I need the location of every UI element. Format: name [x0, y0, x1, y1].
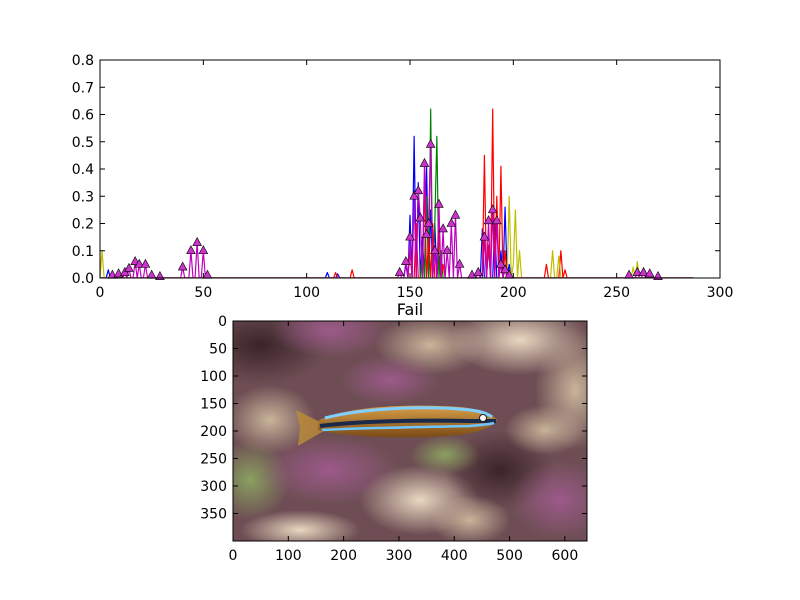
- fish: [296, 405, 497, 446]
- image-y-tick-label: 0: [218, 314, 227, 330]
- data-point-marker: [638, 266, 649, 276]
- y-tick-label: 0.3: [72, 189, 94, 205]
- spectrum-plot: 0 50 100 150 200 250 300 0.0 0.1 0.2 0.3 0.4 0.5 0.6…: [72, 53, 734, 301]
- data-point-marker: [192, 236, 202, 246]
- data-point-marker: [198, 245, 209, 255]
- data-point-marker: [438, 223, 448, 233]
- data-point-marker: [491, 215, 502, 225]
- y-tick-label: 0.0: [72, 271, 94, 287]
- image-y-tick-label: 350: [200, 507, 227, 523]
- x-tick-label: 50: [194, 285, 212, 301]
- y-tick-label: 0.2: [72, 217, 94, 233]
- data-point-marker: [632, 266, 643, 276]
- x-tick-label: 100: [293, 285, 320, 301]
- series-layer: [100, 108, 694, 278]
- data-point-marker: [124, 262, 134, 272]
- image-panel: Fail: [200, 300, 588, 564]
- image-x-tick-label: 300: [386, 548, 413, 564]
- data-point-marker: [487, 204, 498, 214]
- data-point-marker: [450, 209, 461, 219]
- data-point-marker: [425, 138, 436, 148]
- data-point-marker: [454, 258, 465, 268]
- data-point-marker: [423, 217, 434, 227]
- image-y-tick-label: 150: [200, 397, 227, 413]
- data-point-marker: [496, 258, 506, 268]
- fish-mid-stripe: [319, 418, 496, 428]
- marker-layer: [107, 138, 663, 280]
- x-tick-label: 150: [397, 285, 424, 301]
- image-x-tick-label: 600: [552, 548, 579, 564]
- data-point-marker: [409, 190, 419, 200]
- image-x-tick-label: 100: [275, 548, 302, 564]
- data-point-marker: [405, 231, 415, 241]
- image-y-tick-label: 300: [200, 479, 227, 495]
- y-tick-label: 0.7: [72, 80, 94, 96]
- x-tick-label: 0: [96, 285, 105, 301]
- y-tick-label: 0.1: [72, 244, 94, 260]
- data-point-marker: [446, 217, 457, 227]
- data-point-marker: [419, 157, 430, 167]
- fish-tail: [296, 410, 322, 446]
- data-point-marker: [442, 245, 453, 255]
- data-point-marker: [413, 185, 424, 195]
- image-y-tick-label: 200: [200, 424, 227, 440]
- y-tick-label: 0.6: [72, 108, 94, 124]
- data-point-marker: [429, 245, 440, 255]
- data-point-marker: [473, 266, 484, 276]
- fish-photo: [233, 321, 587, 541]
- data-point-marker: [415, 212, 426, 222]
- data-point-marker: [483, 215, 494, 225]
- image-x-tick-label: 0: [229, 548, 238, 564]
- data-point-marker: [421, 228, 432, 238]
- fish-dorsal-stripe: [324, 406, 493, 420]
- fish-belly-stripe: [321, 421, 495, 432]
- x-tick-label: 250: [603, 285, 630, 301]
- image-x-ticks: 0 100 200 300 400 500 600: [229, 321, 579, 564]
- y-tick-label: 0.8: [72, 53, 94, 69]
- image-title: Fail: [397, 300, 423, 319]
- data-point-marker: [479, 231, 490, 241]
- data-point-marker: [500, 264, 510, 274]
- data-point-marker: [186, 245, 196, 255]
- data-point-marker: [140, 258, 151, 268]
- data-point-marker: [434, 198, 444, 208]
- y-tick-label: 0.5: [72, 135, 94, 151]
- image-x-tick-label: 200: [330, 548, 357, 564]
- fish-eye: [479, 414, 487, 422]
- data-point-marker: [401, 256, 411, 265]
- image-y-ticks: 0 50 100 150 200 250 300 350: [200, 314, 587, 523]
- x-tick-label: 300: [707, 285, 734, 301]
- y-tick-label: 0.4: [72, 162, 94, 178]
- image-x-tick-label: 400: [441, 548, 468, 564]
- data-point-marker: [644, 268, 655, 278]
- x-axis-ticks: 0 50 100 150 200 250 300: [96, 60, 734, 301]
- image-y-tick-label: 100: [200, 369, 227, 385]
- data-point-marker: [394, 266, 405, 276]
- image-x-tick-label: 500: [496, 548, 523, 564]
- image-y-tick-label: 250: [200, 452, 227, 468]
- data-point-marker: [177, 261, 188, 271]
- y-axis-ticks: 0.0 0.1 0.2 0.3 0.4 0.5 0.6 0.7 0.8: [72, 53, 720, 287]
- series-line-4: [100, 143, 694, 278]
- x-tick-label: 200: [500, 285, 527, 301]
- data-point-marker: [134, 258, 145, 268]
- image-y-tick-label: 50: [209, 342, 227, 358]
